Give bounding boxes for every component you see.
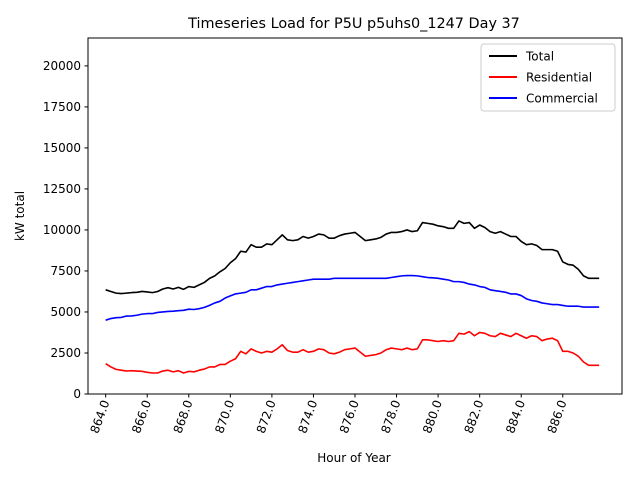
y-tick-label: 20000 [43,59,81,73]
series-line-total [105,220,600,295]
legend: Total Residential Commercial [480,43,616,112]
y-tick-label: 17500 [43,100,81,114]
legend-label-residential: Residential [526,71,592,85]
y-tick-label: 12500 [43,182,81,196]
series-lines [105,220,600,374]
y-tick-label: 10000 [43,223,81,237]
legend-frame [480,43,616,112]
y-tick-label: 2500 [50,346,81,360]
y-tick-label: 0 [73,387,81,401]
y-tick-label: 15000 [43,141,81,155]
legend-label-commercial: Commercial [526,92,598,106]
chart-title: Timeseries Load for P5U p5uhs0_1247 Day … [187,16,520,32]
series-line-residential [105,330,600,374]
legend-label-total: Total [525,50,554,64]
series-line-commercial [105,274,600,321]
y-tick-label: 7500 [50,264,81,278]
y-axis-label: kW total [13,191,27,241]
x-axis-label: Hour of Year [317,451,391,465]
y-tick-label: 5000 [50,305,81,319]
